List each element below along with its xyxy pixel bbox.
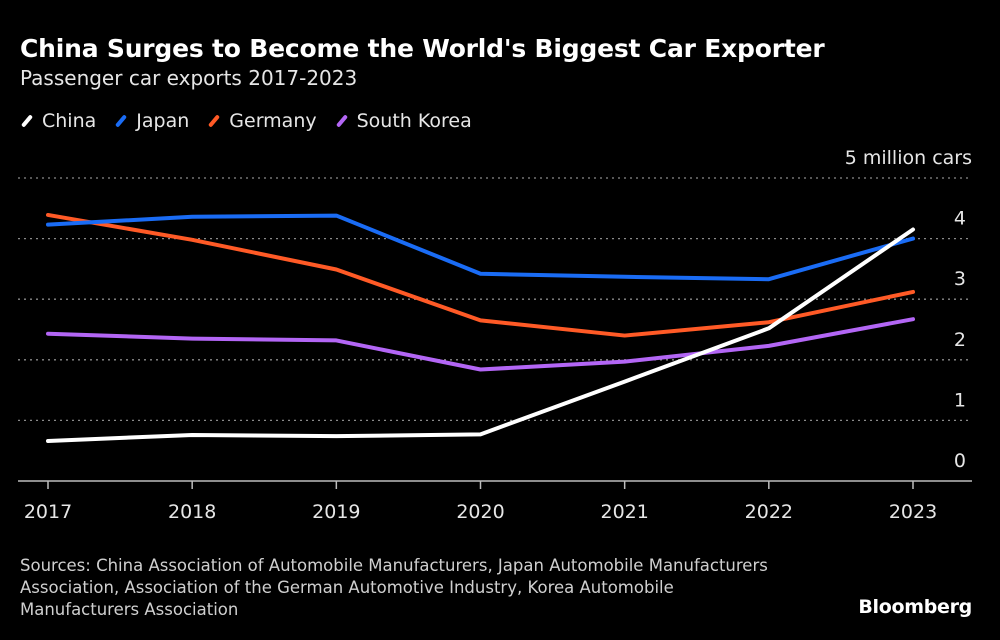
x-tick-label: 2020: [456, 501, 504, 523]
chart-title: China Surges to Become the World's Bigge…: [20, 34, 825, 63]
legend-label: Japan: [136, 110, 190, 132]
x-tick-label: 2023: [889, 501, 937, 523]
legend: China Japan Germany South Korea: [20, 110, 472, 132]
legend-item-japan: Japan: [114, 110, 189, 132]
legend-label: South Korea: [356, 110, 472, 132]
series-line-south-korea: [46, 317, 915, 372]
chart-subtitle: Passenger car exports 2017-2023: [20, 66, 358, 90]
y-tick-label: 1: [954, 389, 966, 411]
legend-label: Germany: [229, 110, 317, 132]
x-tick-label: 2018: [168, 501, 216, 523]
y-axis-unit-label: 5 million cars: [845, 147, 972, 169]
x-tick-label: 2017: [24, 501, 72, 523]
x-tick-label: 2021: [600, 501, 648, 523]
legend-item-germany: Germany: [207, 110, 317, 132]
series-line-china: [46, 227, 915, 444]
bloomberg-logo: Bloomberg: [858, 596, 972, 618]
series-line-japan: [46, 213, 915, 282]
y-tick-label: 2: [954, 329, 966, 351]
series-line-germany: [46, 212, 915, 338]
legend-item-south-korea: South Korea: [335, 110, 472, 132]
legend-label: China: [42, 110, 97, 132]
x-tick-label: 2022: [745, 501, 793, 523]
y-tick-label: 0: [954, 450, 966, 472]
y-tick-label: 4: [954, 208, 966, 230]
x-tick-label: 2019: [312, 501, 360, 523]
source-note: Sources: China Association of Automobile…: [20, 556, 768, 619]
legend-item-china: China: [20, 110, 96, 132]
y-tick-label: 3: [954, 268, 966, 290]
